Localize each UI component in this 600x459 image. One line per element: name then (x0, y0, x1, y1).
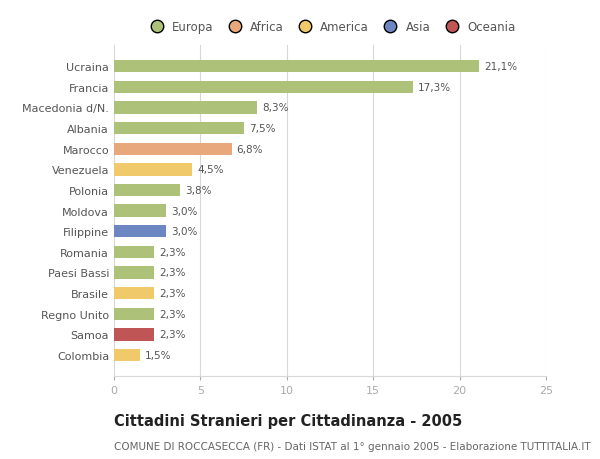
Bar (114, 308, 154, 320)
Bar (114, 349, 140, 361)
Text: 2,3%: 2,3% (159, 309, 185, 319)
Bar (114, 205, 166, 217)
Text: 3,0%: 3,0% (171, 227, 197, 237)
Bar (114, 82, 413, 94)
Bar (114, 164, 192, 176)
Bar (114, 246, 154, 258)
Text: Cittadini Stranieri per Cittadinanza - 2005: Cittadini Stranieri per Cittadinanza - 2… (114, 413, 462, 428)
Bar (114, 267, 154, 279)
Text: 17,3%: 17,3% (418, 83, 451, 93)
Bar (114, 225, 166, 238)
Legend: Europa, Africa, America, Asia, Oceania: Europa, Africa, America, Asia, Oceania (142, 19, 518, 36)
Text: 8,3%: 8,3% (263, 103, 289, 113)
Text: COMUNE DI ROCCASECCA (FR) - Dati ISTAT al 1° gennaio 2005 - Elaborazione TUTTITA: COMUNE DI ROCCASECCA (FR) - Dati ISTAT a… (114, 441, 590, 451)
Text: 2,3%: 2,3% (159, 288, 185, 298)
Text: 2,3%: 2,3% (159, 268, 185, 278)
Bar (114, 102, 257, 114)
Text: 3,0%: 3,0% (171, 206, 197, 216)
Text: 2,3%: 2,3% (159, 330, 185, 340)
Text: 4,5%: 4,5% (197, 165, 223, 175)
Text: 1,5%: 1,5% (145, 350, 172, 360)
Bar (114, 185, 179, 197)
Text: 6,8%: 6,8% (236, 145, 263, 154)
Bar (114, 61, 479, 73)
Text: 21,1%: 21,1% (484, 62, 517, 72)
Text: 2,3%: 2,3% (159, 247, 185, 257)
Text: 3,8%: 3,8% (185, 185, 211, 196)
Text: 7,5%: 7,5% (249, 124, 275, 134)
Bar (114, 287, 154, 300)
Bar (114, 123, 244, 135)
Bar (114, 329, 154, 341)
Bar (114, 143, 232, 156)
